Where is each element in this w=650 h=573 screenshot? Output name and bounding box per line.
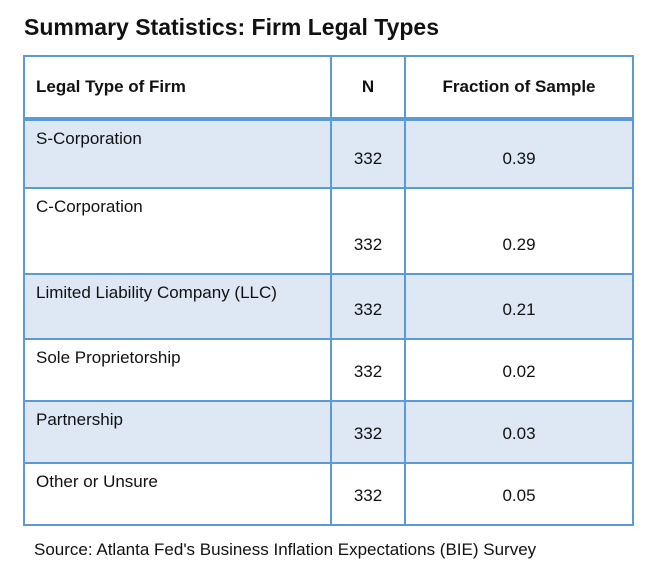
n-cell: 332 — [330, 462, 406, 526]
fraction-cell: 0.21 — [404, 273, 634, 340]
legal-type-cell: C-Corporation — [23, 187, 332, 275]
n-cell: 332 — [330, 187, 406, 275]
table-row: Partnership 332 0.03 — [23, 400, 634, 464]
fraction-cell: 0.29 — [404, 187, 634, 275]
legal-type-cell: Other or Unsure — [23, 462, 332, 526]
table-row: S-Corporation 332 0.39 — [23, 118, 634, 189]
header-fraction: Fraction of Sample — [404, 55, 634, 120]
header-n: N — [330, 55, 406, 120]
legal-type-cell: Limited Liability Company (LLC) — [23, 273, 332, 340]
n-cell: 332 — [330, 118, 406, 189]
n-cell: 332 — [330, 400, 406, 464]
summary-table: Legal Type of Firm N Fraction of Sample … — [23, 55, 634, 526]
table-row: Sole Proprietorship 332 0.02 — [23, 338, 634, 402]
table-row: C-Corporation 332 0.29 — [23, 187, 634, 275]
fraction-cell: 0.39 — [404, 118, 634, 189]
legal-type-cell: Partnership — [23, 400, 332, 464]
legal-type-cell: Sole Proprietorship — [23, 338, 332, 402]
table-row: Limited Liability Company (LLC) 332 0.21 — [23, 273, 634, 340]
table-row: Other or Unsure 332 0.05 — [23, 462, 634, 526]
source-note: Source: Atlanta Fed's Business Inflation… — [34, 540, 537, 559]
n-cell: 332 — [330, 273, 406, 340]
legal-type-cell: S-Corporation — [23, 118, 332, 189]
header-legal-type: Legal Type of Firm — [23, 55, 332, 120]
fraction-cell: 0.05 — [404, 462, 634, 526]
fraction-cell: 0.03 — [404, 400, 634, 464]
page-title: Summary Statistics: Firm Legal Types — [24, 14, 439, 40]
fraction-cell: 0.02 — [404, 338, 634, 402]
table-header-row: Legal Type of Firm N Fraction of Sample — [23, 55, 634, 120]
n-cell: 332 — [330, 338, 406, 402]
